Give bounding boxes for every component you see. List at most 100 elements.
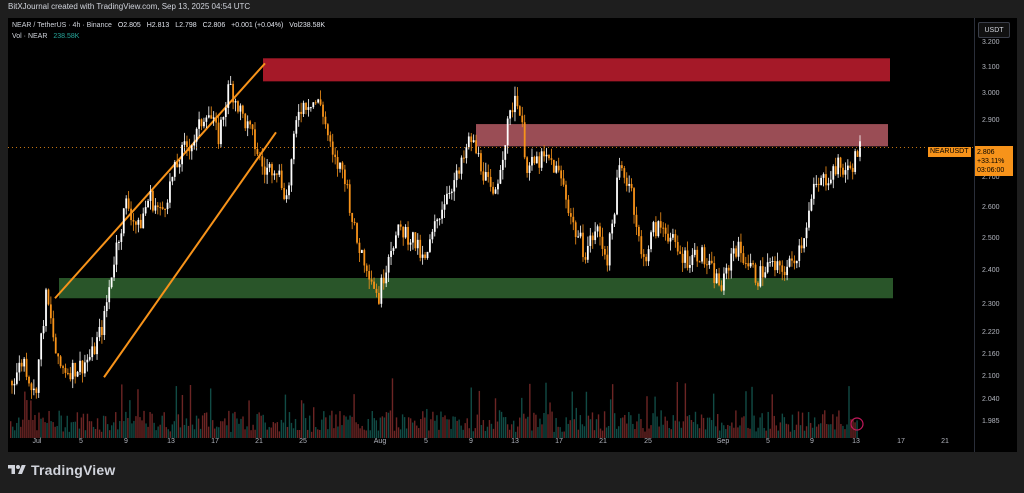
chart-pane[interactable] bbox=[8, 18, 974, 452]
tradingview-footer[interactable]: TradingView bbox=[8, 462, 115, 478]
volume-bar bbox=[254, 429, 256, 438]
volume-bar bbox=[414, 420, 416, 438]
volume-bar bbox=[361, 425, 363, 438]
volume-bar bbox=[127, 418, 129, 438]
chart-credit: BitXJournal created with TradingView.com… bbox=[8, 2, 251, 11]
volume-bar bbox=[286, 426, 289, 438]
volume-bar bbox=[94, 428, 97, 438]
candle-body bbox=[572, 216, 575, 223]
symbol-legend[interactable]: NEAR / TetherUS · 4h · Binance O2.805 H2… bbox=[12, 22, 325, 29]
volume-bar bbox=[224, 418, 226, 438]
price-axis[interactable] bbox=[974, 18, 1017, 452]
candle-body bbox=[652, 222, 655, 233]
volume-bar bbox=[409, 418, 412, 438]
volume-bar bbox=[523, 413, 525, 438]
volume-bar bbox=[256, 414, 258, 438]
candle-body bbox=[781, 265, 784, 272]
candle-body bbox=[271, 164, 273, 176]
volume-bar bbox=[658, 426, 660, 438]
volume-bar bbox=[42, 417, 44, 438]
candle-body bbox=[239, 105, 242, 112]
volume-bar bbox=[559, 427, 561, 438]
volume-bar bbox=[284, 394, 287, 438]
candle-body bbox=[353, 221, 356, 224]
volume-bar bbox=[646, 396, 648, 438]
candle-body bbox=[450, 191, 453, 194]
candle-body bbox=[603, 248, 606, 255]
volume-bar bbox=[167, 429, 169, 438]
price-chart[interactable] bbox=[8, 18, 974, 452]
volume-bar bbox=[58, 410, 60, 438]
currency-selector[interactable]: USDT bbox=[978, 22, 1010, 38]
volume-bar bbox=[670, 429, 672, 438]
volume-bar bbox=[187, 425, 190, 438]
candle-body bbox=[487, 172, 490, 177]
volume-bar bbox=[28, 419, 30, 438]
candle-body bbox=[135, 221, 137, 225]
candle-body bbox=[295, 120, 298, 134]
candle-body bbox=[803, 238, 806, 249]
candle-body bbox=[229, 83, 232, 85]
volume-bar bbox=[248, 400, 250, 438]
candle-body bbox=[74, 362, 77, 377]
volume-bar bbox=[616, 428, 618, 438]
volume-bar bbox=[789, 431, 792, 438]
volume-bar bbox=[274, 423, 277, 438]
volume-bar bbox=[751, 386, 753, 438]
volume-bar bbox=[84, 430, 87, 438]
volume-bar bbox=[216, 426, 218, 438]
volume-bar bbox=[50, 421, 52, 438]
volume-bar bbox=[809, 422, 812, 438]
volume-bar bbox=[90, 421, 93, 438]
volume-bar bbox=[478, 390, 481, 438]
candle-body bbox=[132, 220, 135, 222]
volume-bar bbox=[296, 429, 299, 438]
volume-bar bbox=[717, 414, 719, 438]
volume-bar bbox=[349, 415, 351, 438]
volume-bar bbox=[62, 431, 64, 438]
candle-body bbox=[723, 273, 725, 291]
candle-body bbox=[829, 179, 832, 184]
volume-bar bbox=[706, 417, 709, 438]
volume-bar bbox=[96, 418, 99, 438]
volume-bar bbox=[696, 424, 699, 438]
candle-body bbox=[256, 149, 259, 155]
candle-body bbox=[842, 167, 844, 175]
volume-bar bbox=[395, 417, 398, 438]
candle-body bbox=[453, 180, 456, 192]
volume-bar bbox=[765, 430, 767, 438]
candle-body bbox=[15, 372, 18, 384]
volume-bar bbox=[329, 415, 331, 438]
candle-body bbox=[676, 242, 679, 252]
volume-indicator-label[interactable]: Vol · NEAR bbox=[12, 33, 48, 40]
candle-body bbox=[164, 209, 166, 211]
candle-body bbox=[120, 233, 123, 242]
candle-body bbox=[220, 119, 222, 145]
candle-body bbox=[754, 264, 757, 283]
price-tick-label: 2.400 bbox=[982, 267, 1000, 275]
volume-bar bbox=[676, 382, 678, 438]
volume-bar bbox=[115, 412, 117, 438]
candle-body bbox=[380, 277, 383, 304]
volume-bar bbox=[529, 383, 531, 438]
volume-bar bbox=[563, 431, 565, 438]
symbol-name[interactable]: NEAR / TetherUS · 4h · Binance bbox=[12, 22, 112, 29]
candle-body bbox=[317, 99, 320, 103]
candle-body bbox=[606, 254, 609, 266]
candle-body bbox=[591, 235, 594, 241]
candle-body bbox=[783, 271, 786, 276]
candle-body bbox=[540, 151, 543, 168]
candle-body bbox=[42, 325, 45, 334]
candle-body bbox=[217, 122, 220, 145]
volume-bar bbox=[543, 412, 545, 438]
candle-body bbox=[49, 304, 52, 319]
candle-body bbox=[275, 173, 278, 175]
price-tick-label: 1.985 bbox=[982, 417, 1000, 425]
candle-body bbox=[346, 184, 349, 186]
volume-bar bbox=[355, 422, 357, 438]
volume-bar bbox=[383, 417, 386, 438]
candle-body bbox=[178, 164, 181, 168]
volume-legend[interactable]: Vol · NEAR 238.58K bbox=[12, 33, 79, 40]
time-tick-label: 25 bbox=[299, 438, 307, 445]
volume-bar bbox=[634, 429, 636, 438]
